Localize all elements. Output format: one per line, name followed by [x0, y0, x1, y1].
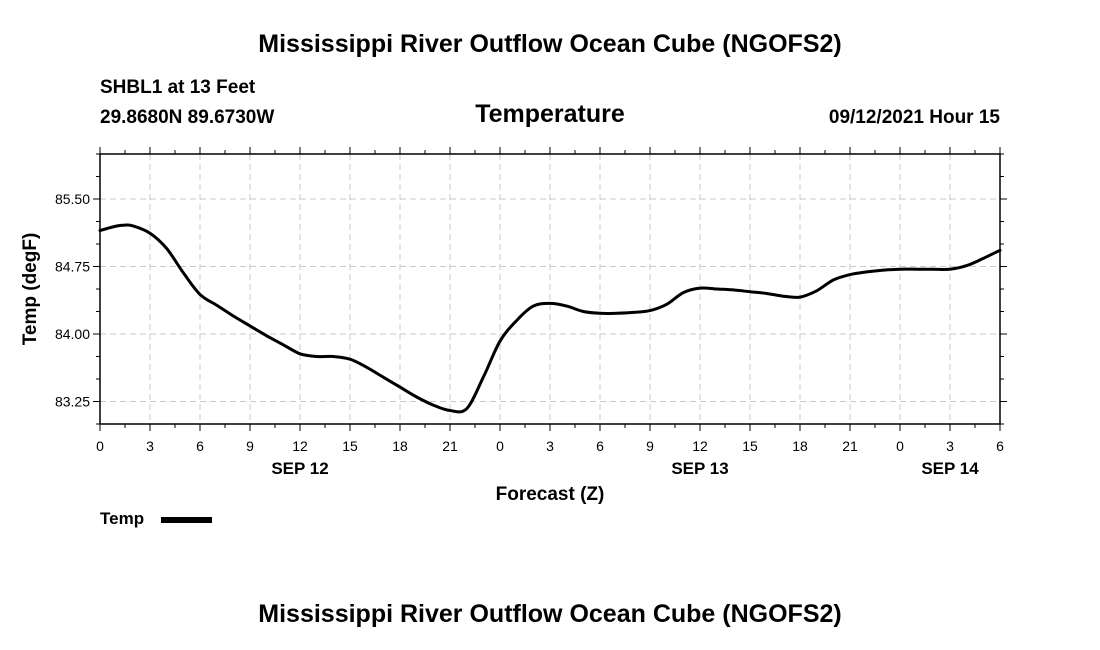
x-tick-label: 3	[546, 438, 554, 454]
x-tick-label: 0	[896, 438, 904, 454]
date-label: SEP 12	[271, 459, 328, 478]
x-tick-label: 3	[946, 438, 954, 454]
legend-label: Temp	[100, 509, 145, 528]
main-title: Mississippi River Outflow Ocean Cube (NG…	[258, 30, 842, 58]
station-coords: 29.8680N 89.6730W	[100, 107, 275, 128]
x-tick-label: 15	[742, 438, 758, 454]
x-tick-label: 12	[292, 438, 308, 454]
y-tick-label: 85.50	[55, 191, 90, 207]
y-tick-label: 84.75	[55, 259, 90, 275]
x-tick-label: 21	[442, 438, 458, 454]
date-label: SEP 13	[671, 459, 728, 478]
x-tick-label: 21	[842, 438, 858, 454]
x-axis-title: Forecast (Z)	[496, 484, 605, 505]
footer-title: Mississippi River Outflow Ocean Cube (NG…	[258, 600, 842, 628]
x-tick-label: 18	[392, 438, 408, 454]
date-label: SEP 14	[921, 459, 979, 478]
station-label: SHBL1 at 13 Feet	[100, 77, 256, 98]
forecast-datetime: 09/12/2021 Hour 15	[828, 107, 1000, 128]
legend-swatch	[161, 517, 212, 523]
x-tick-label: 0	[96, 438, 104, 454]
y-tick-label: 84.00	[55, 326, 90, 342]
x-tick-label: 9	[246, 438, 254, 454]
x-tick-label: 12	[692, 438, 708, 454]
chart-title: Temperature	[475, 100, 625, 128]
x-tick-label: 6	[196, 438, 204, 454]
series-line-temp	[98, 223, 1002, 414]
x-tick-label: 9	[646, 438, 654, 454]
x-tick-label: 18	[792, 438, 808, 454]
x-tick-label: 6	[596, 438, 604, 454]
x-tick-label: 3	[146, 438, 154, 454]
plot-frame	[99, 153, 1001, 425]
y-axis-title: Temp (degF)	[20, 233, 41, 346]
x-tick-label: 6	[996, 438, 1004, 454]
y-tick-label: 83.25	[55, 394, 90, 410]
x-tick-label: 0	[496, 438, 504, 454]
x-tick-label: 15	[342, 438, 358, 454]
